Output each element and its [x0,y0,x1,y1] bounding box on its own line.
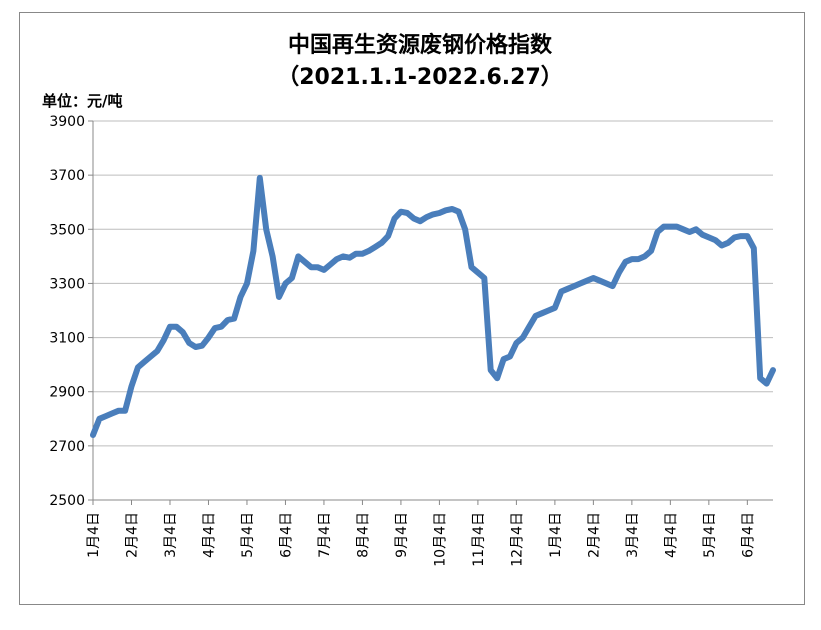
x-tick-label: 10月4日 [432,512,448,567]
y-tick-label: 2700 [49,439,85,455]
y-tick-label: 3500 [49,222,85,238]
y-axis-label: 单位：元/吨 [42,92,122,110]
x-tick-label: 5月4日 [240,512,256,558]
y-tick-label: 3100 [49,331,85,347]
x-tick-label: 2月4日 [586,512,602,558]
y-tick-label: 2900 [49,385,85,401]
series-line [90,174,776,438]
x-tick-label: 8月4日 [355,512,371,558]
x-tick-label: 3月4日 [625,512,641,558]
x-tick-label: 2月4日 [124,512,140,558]
x-tick-label: 6月4日 [278,512,294,558]
x-tick-label: 9月4日 [394,512,410,558]
chart-frame [19,12,805,605]
x-tick-label: 1月4日 [548,512,564,558]
x-tick-label: 11月4日 [471,512,487,567]
chart-subtitle: （2021.1.1-2022.6.27） [277,65,563,90]
x-tick-label: 12月4日 [509,512,525,567]
x-tick-label: 3月4日 [163,512,179,558]
x-tick-label: 4月4日 [663,512,679,558]
x-tick-label: 7月4日 [317,512,333,558]
y-tick-label: 3700 [49,168,85,184]
x-tick-label: 5月4日 [702,512,718,558]
y-tick-label: 2500 [49,493,85,509]
x-tick-label: 1月4日 [86,512,102,558]
x-tick-label: 6月4日 [740,512,756,558]
x-tick-label: 4月4日 [201,512,217,558]
chart-title: 中国再生资源废钢价格指数 [288,32,553,58]
y-tick-label: 3300 [49,276,85,292]
y-tick-label: 3900 [49,114,85,130]
